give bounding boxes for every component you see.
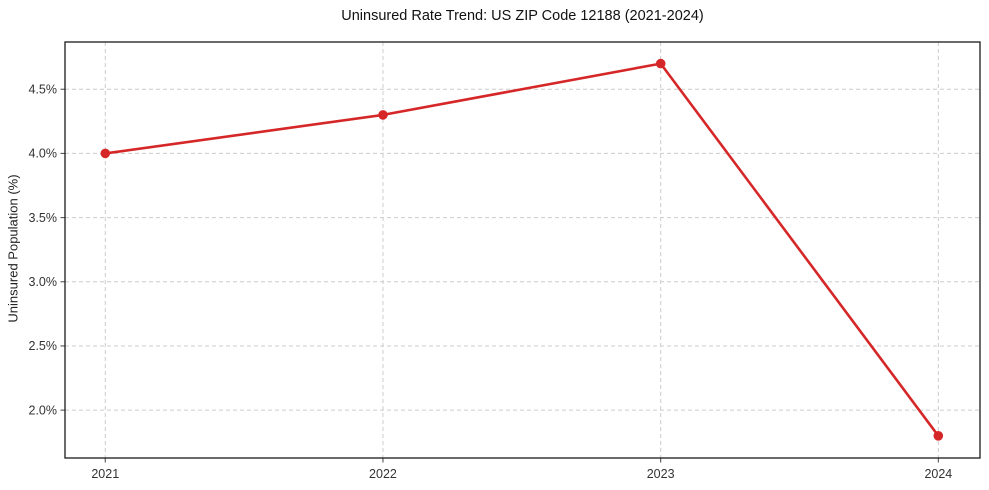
x-tick-label: 2024 xyxy=(924,467,952,481)
trend-line xyxy=(104,62,940,438)
y-tick-label: 2.0% xyxy=(29,403,58,417)
y-tick-label: 2.5% xyxy=(29,339,58,353)
y-tick-label: 3.5% xyxy=(29,211,58,225)
data-point-marker xyxy=(100,148,111,159)
chart-title: Uninsured Rate Trend: US ZIP Code 12188 … xyxy=(341,8,704,24)
y-axis-label: Uninsured Population (%) xyxy=(5,174,21,323)
y-tick-label: 4.5% xyxy=(29,82,58,96)
y-tick-label: 3.0% xyxy=(29,275,58,289)
y-tick-label: 4.0% xyxy=(29,147,58,161)
data-point-marker xyxy=(655,58,666,69)
x-tick-label: 2021 xyxy=(91,467,119,481)
x-tick-label: 2023 xyxy=(647,467,675,481)
data-point-marker xyxy=(933,431,944,441)
x-tick-label: 2022 xyxy=(369,467,397,481)
axes-border xyxy=(64,41,981,459)
data-point-marker xyxy=(378,110,388,120)
